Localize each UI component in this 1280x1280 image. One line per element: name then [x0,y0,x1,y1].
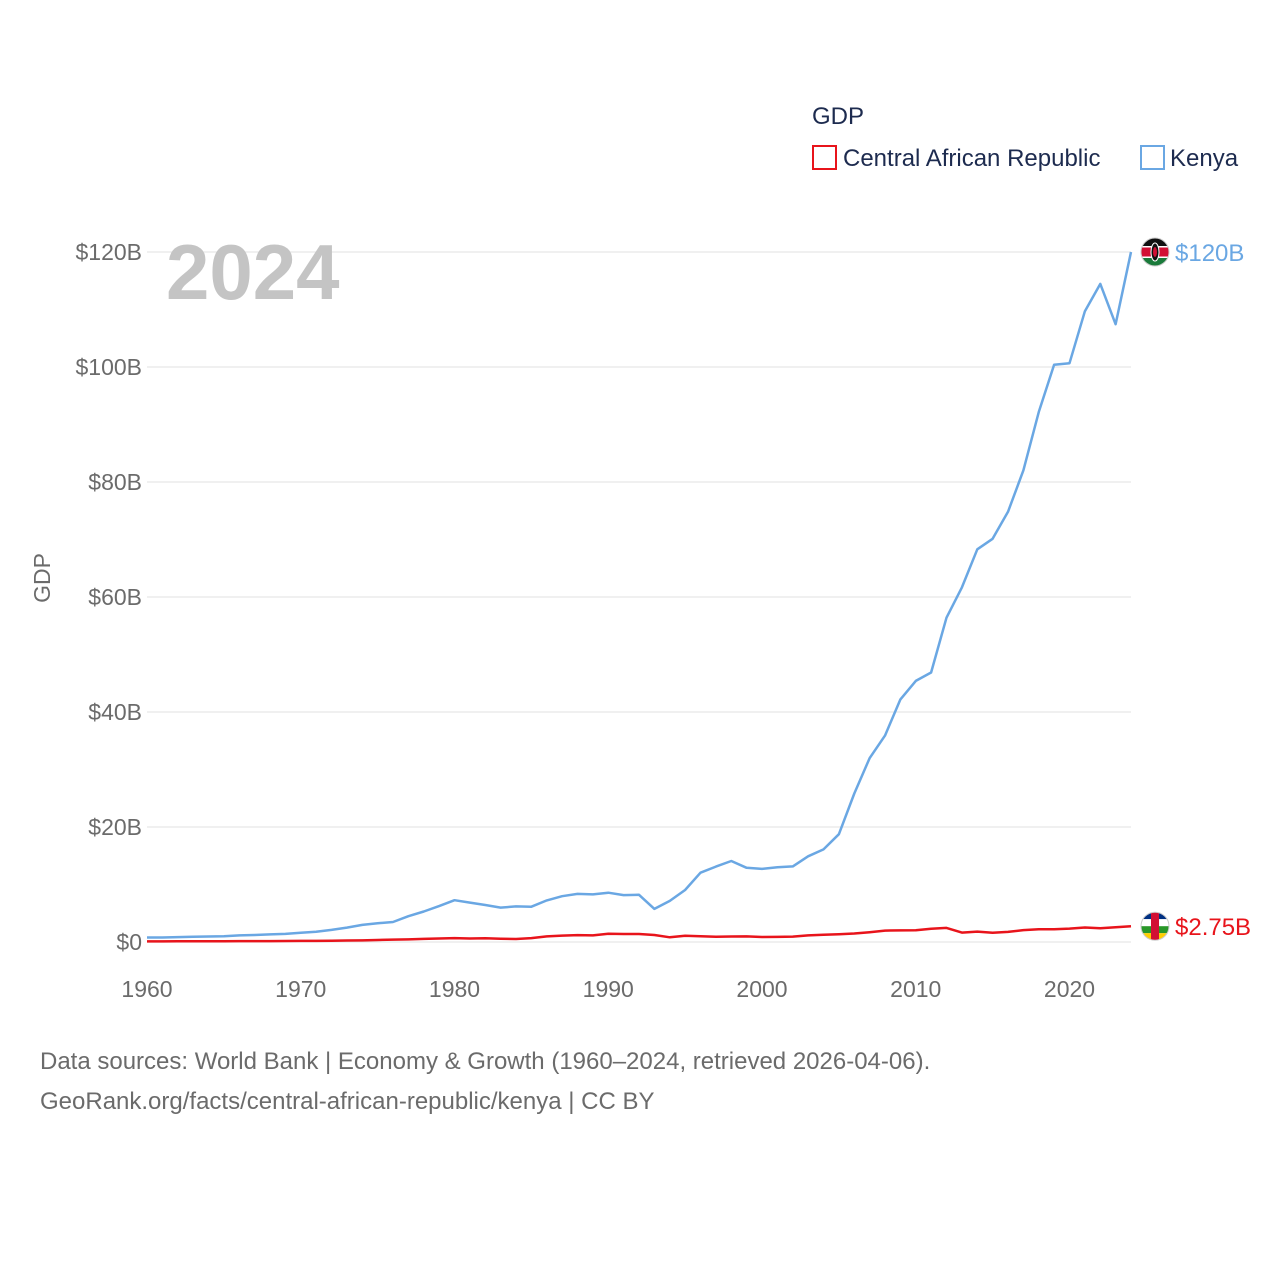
y-tick-label: $60B [88,584,142,610]
gridlines [147,251,1131,943]
series-lines [147,251,1133,943]
y-tick-label: $120B [75,239,142,265]
flag-icon-kenya [1140,237,1170,267]
x-tick-label: 2020 [1044,976,1095,1002]
y-tick-label: $20B [88,814,142,840]
flag-icon-central-african-republic [1140,911,1170,941]
series-line-central-african-republic[interactable] [147,924,1132,943]
y-axis: $0 $20B $40B $60B $80B $100B $120B [75,239,142,955]
legend-swatch-kenya[interactable] [1140,145,1165,170]
y-tick-label: $40B [88,699,142,725]
legend-label-central-african-republic[interactable]: Central African Republic [843,145,1100,172]
x-tick-label: 2010 [890,976,941,1002]
y-tick-label: $100B [75,354,142,380]
source-line-1: Data sources: World Bank | Economy & Gro… [40,1048,931,1075]
x-tick-label: 2000 [736,976,787,1002]
year-label: 2024 [166,228,340,316]
end-markers: $2.75B $120B [1140,237,1251,941]
legend: GDP Central African Republic Kenya [812,103,1239,172]
x-tick-label: 1980 [429,976,480,1002]
y-tick-label: $0 [116,929,142,955]
end-value-label: $2.75B [1175,914,1251,941]
legend-label-kenya[interactable]: Kenya [1170,145,1239,172]
x-tick-label: 1990 [583,976,634,1002]
x-axis: 1960 1970 1980 1990 2000 2010 2020 [121,976,1095,1002]
source-note: Data sources: World Bank | Economy & Gro… [40,1042,930,1122]
source-line-2: GeoRank.org/facts/central-african-republ… [40,1088,655,1115]
y-tick-label: $80B [88,469,142,495]
series-line-kenya[interactable] [147,251,1133,939]
legend-swatch-central-african-republic[interactable] [812,145,837,170]
y-axis-title: GDP [29,553,55,603]
x-tick-label: 1960 [121,976,172,1002]
x-tick-label: 1970 [275,976,326,1002]
end-value-label: $120B [1175,240,1244,267]
legend-title: GDP [812,103,864,130]
